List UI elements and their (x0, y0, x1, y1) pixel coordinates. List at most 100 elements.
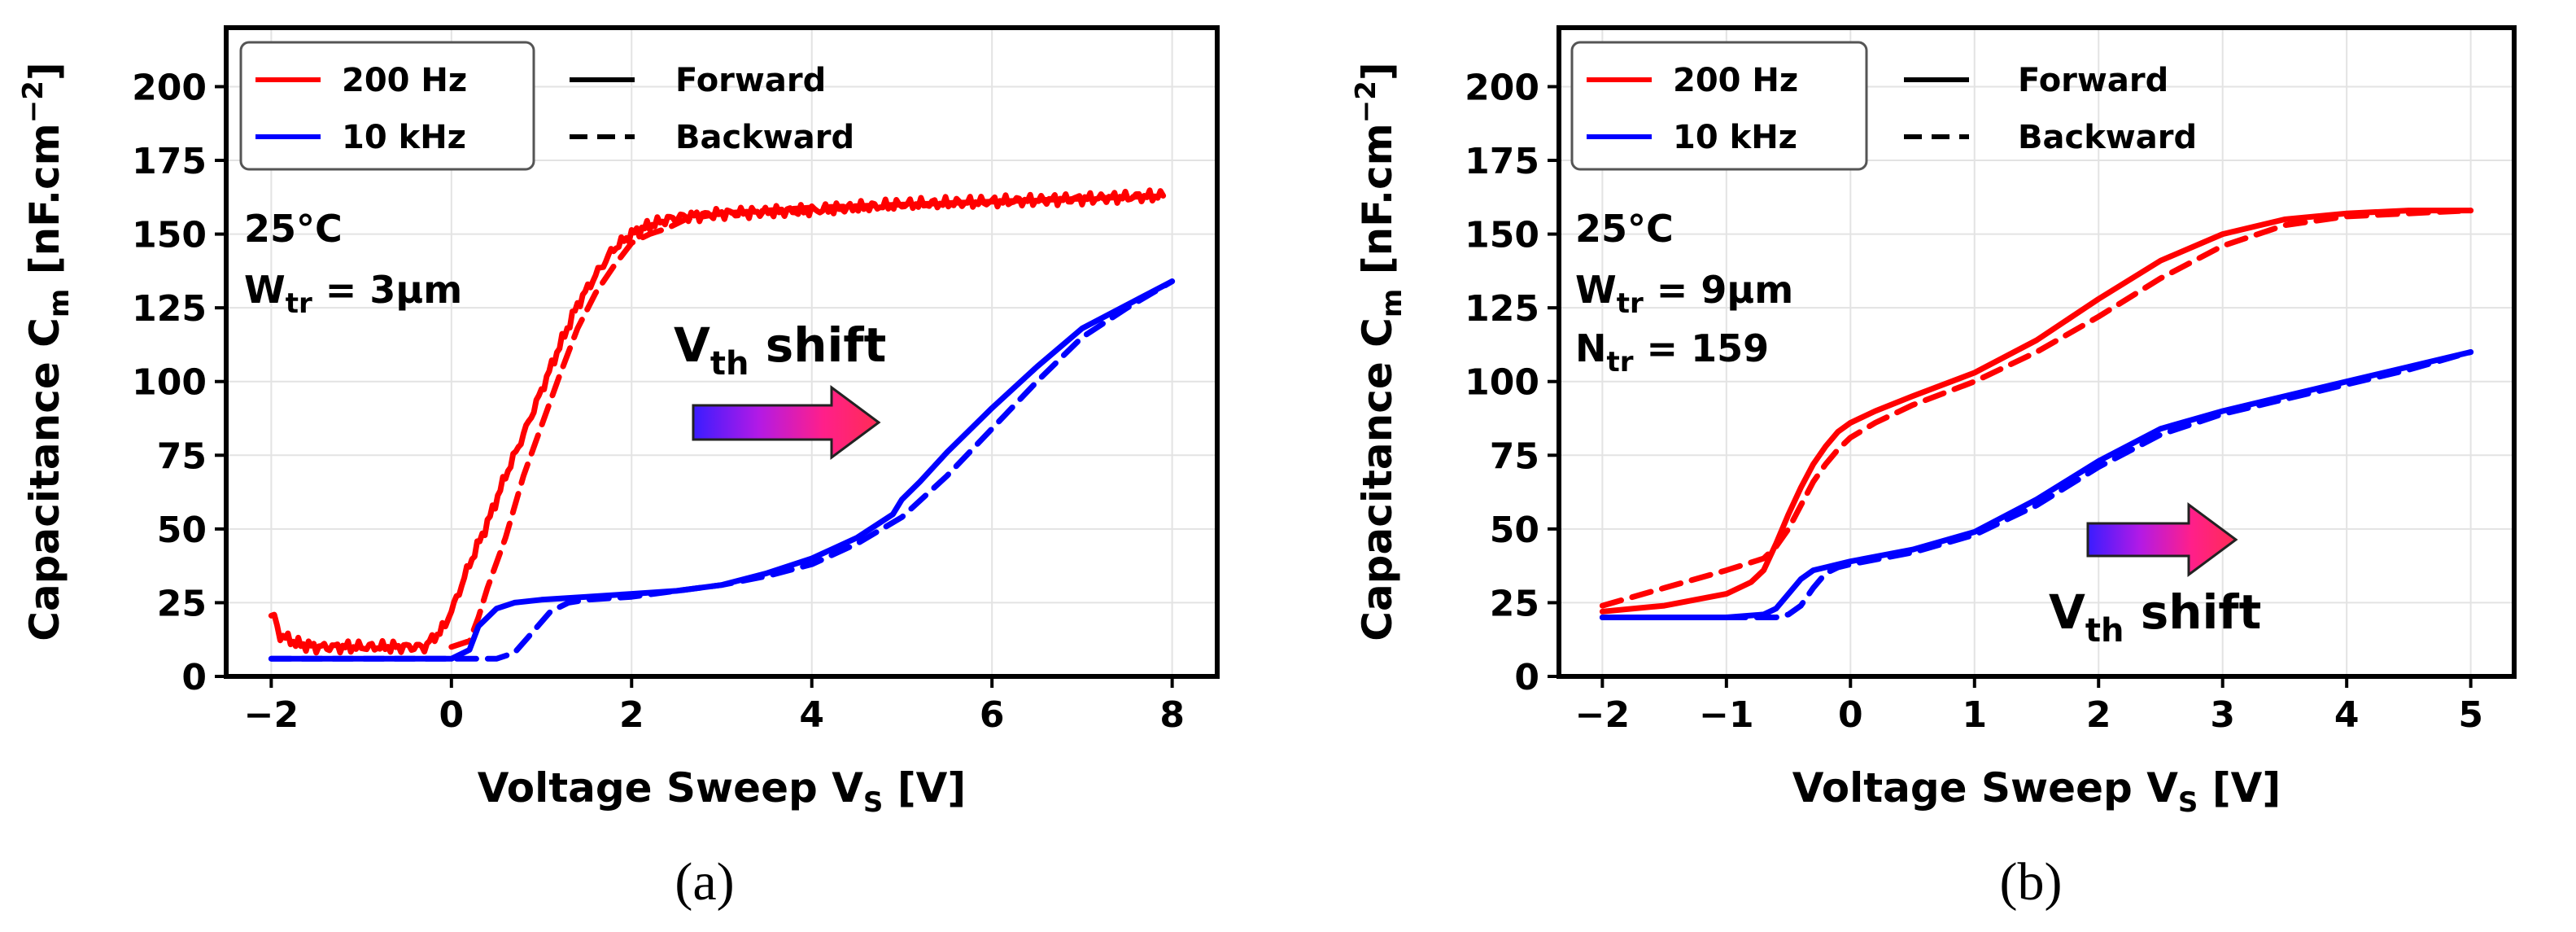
x-tick-label: 6 (980, 694, 1005, 736)
legend-b: 200 Hz 10 kHz Forward Backward (1570, 41, 2197, 171)
vth-sub-a: th (710, 345, 749, 383)
xlabel-sub-a: S (863, 786, 884, 819)
vth-rest-a: shift (749, 317, 887, 373)
w-main-b: W (1575, 268, 1617, 312)
annotation-ntr-b: Ntr = 159 (1575, 326, 1769, 378)
y-tick-label: 75 (157, 435, 207, 477)
ylabel-sup-a: −2 (17, 81, 50, 123)
y-tick-label: 100 (1465, 362, 1539, 404)
x-tick-label: −1 (1699, 694, 1753, 736)
ylabel-main-a: Capacitance C (21, 317, 68, 641)
legend-label-forward-b: Forward (2018, 62, 2168, 99)
legend-a: 200 Hz 10 kHz Forward Backward (239, 41, 854, 171)
annotation-temp-b: 25°C (1575, 207, 1674, 251)
y-tick-label: 125 (132, 288, 207, 330)
vth-shift-arrow-b (2086, 502, 2238, 577)
series-line-10-khz-backward (268, 278, 1176, 662)
x-tick-label: 2 (2086, 694, 2111, 736)
xlabel-unit-a: [V] (883, 764, 966, 812)
annotation-temp-a: 25°C (244, 207, 343, 251)
vth-main-b: V (2049, 584, 2085, 640)
x-tick-label: 0 (1838, 694, 1863, 736)
vth-shift-label-a: Vth shift (674, 317, 886, 383)
legend-label-backward-b: Backward (2018, 119, 2197, 156)
y-tick-label: 150 (132, 215, 207, 256)
annotation-width-a: Wtr = 3μm (244, 268, 462, 320)
y-tick-label: 200 (1465, 67, 1539, 108)
x-tick-label: 4 (2334, 694, 2360, 736)
vth-main-a: V (674, 317, 710, 373)
y-axis-label-a: Capacitance Cm [nF.cm−2] (17, 62, 76, 641)
legend-label-10khz-b: 10 kHz (1673, 119, 1797, 156)
xlabel-unit-b: [V] (2198, 764, 2281, 812)
ylabel-sub-b: m (1376, 289, 1408, 317)
x-tick-label: 4 (799, 694, 824, 736)
series-line-200-hz-backward (448, 193, 1167, 650)
panel-label-a: (a) (675, 852, 734, 912)
ylabel-main-b: Capacitance C (1354, 317, 1401, 641)
ylabel-sub-a: m (43, 289, 76, 317)
legend-label-200hz: 200 Hz (342, 62, 467, 99)
ticks-a: −2 0 2 4 6 8 0 25 50 75 100 125 150 175 200 (132, 67, 1185, 736)
w-sub-b: tr (1617, 287, 1644, 320)
y-tick-label: 0 (181, 657, 207, 698)
series-line-200-hz-forward (1599, 208, 2474, 615)
y-tick-label: 175 (132, 141, 207, 182)
x-tick-label: 2 (619, 694, 644, 736)
y-tick-label: 100 (132, 362, 207, 404)
legend-label-forward: Forward (675, 62, 826, 99)
series-line-10-khz-backward (1599, 349, 2474, 620)
x-axis-label-a: Voltage Sweep VS [V] (478, 764, 966, 819)
x-tick-label: 1 (1962, 694, 1987, 736)
xlabel-main-b: Voltage Sweep V (1792, 764, 2178, 812)
x-tick-label: −2 (244, 694, 299, 736)
n-rest-b: = 159 (1634, 326, 1770, 370)
xlabel-main-a: Voltage Sweep V (478, 764, 863, 812)
vth-shift-label-b: Vth shift (2049, 584, 2261, 650)
w-sub-a: tr (286, 287, 312, 320)
panel-a: −2 0 2 4 6 8 0 25 50 75 100 125 150 175 200 200 Hz 10 … (17, 25, 1220, 912)
y-tick-label: 25 (157, 583, 207, 624)
n-sub-b: tr (1607, 346, 1634, 378)
y-tick-label: 175 (1465, 141, 1539, 182)
y-tick-label: 0 (1514, 657, 1539, 698)
annotation-width-b: Wtr = 9μm (1575, 268, 1793, 320)
y-tick-label: 150 (1465, 215, 1539, 256)
legend-label-200hz-b: 200 Hz (1673, 62, 1798, 99)
series-b (1599, 208, 2474, 620)
legend-label-backward: Backward (675, 119, 854, 156)
y-tick-label: 25 (1490, 583, 1539, 624)
y-axis-label-b: Capacitance Cm [nF.cm−2] (1350, 62, 1408, 641)
panel-label-b: (b) (2000, 852, 2063, 912)
w-rest-a: = 3μm (312, 268, 462, 312)
ylabel-end-a: ] (21, 62, 68, 81)
y-tick-label: 50 (157, 510, 207, 551)
vth-sub-b: th (2085, 612, 2124, 650)
ylabel-end-b: ] (1354, 62, 1401, 81)
plot-frame-a (224, 25, 1220, 679)
legend-label-10khz: 10 kHz (342, 119, 466, 156)
n-main-b: N (1575, 326, 1607, 370)
xlabel-sub-b: S (2178, 786, 2198, 819)
vth-shift-arrow-a (692, 385, 881, 460)
x-tick-label: 5 (2458, 694, 2483, 736)
ylabel-sup-b: −2 (1350, 81, 1382, 123)
plot-frame-b (1557, 25, 2517, 679)
y-tick-label: 50 (1490, 510, 1539, 551)
x-tick-label: 8 (1159, 694, 1185, 736)
y-tick-label: 200 (132, 67, 207, 108)
grid-a (226, 28, 1217, 677)
series-line-200-hz-backward (1599, 208, 2474, 609)
vth-rest-b: shift (2124, 584, 2262, 640)
x-axis-label-b: Voltage Sweep VS [V] (1792, 764, 2281, 819)
w-rest-b: = 9μm (1644, 268, 1793, 312)
series-line-10-khz-forward (1599, 349, 2474, 620)
x-tick-label: −2 (1575, 694, 1630, 736)
x-tick-label: 0 (439, 694, 465, 736)
x-tick-label: 3 (2210, 694, 2235, 736)
w-main-a: W (244, 268, 286, 312)
